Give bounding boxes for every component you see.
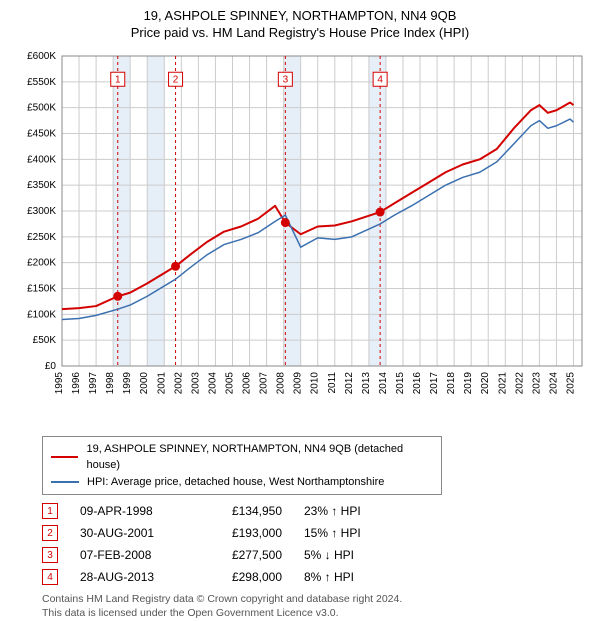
svg-text:2014: 2014 (378, 371, 389, 394)
event-date: 07-FEB-2008 (80, 548, 180, 562)
svg-text:£500K: £500K (27, 102, 56, 113)
svg-text:2000: 2000 (139, 371, 150, 394)
event-row: 2 30-AUG-2001 £193,000 15% ↑ HPI (42, 525, 588, 541)
svg-text:£400K: £400K (27, 154, 56, 165)
svg-text:2022: 2022 (514, 371, 525, 394)
event-delta: 8% ↑ HPI (304, 570, 414, 584)
event-row: 4 28-AUG-2013 £298,000 8% ↑ HPI (42, 569, 588, 585)
event-delta: 23% ↑ HPI (304, 504, 414, 518)
svg-text:£100K: £100K (27, 309, 56, 320)
price-chart: £0 £50K £100K £150K £200K £250K £300K £350K £400… (12, 46, 588, 426)
svg-text:£550K: £550K (27, 77, 56, 88)
svg-text:£150K: £150K (27, 283, 56, 294)
svg-text:2025: 2025 (565, 371, 576, 394)
svg-text:2009: 2009 (293, 371, 304, 394)
legend-label: HPI: Average price, detached house, West… (87, 474, 384, 491)
event-date: 09-APR-1998 (80, 504, 180, 518)
event-date: 28-AUG-2013 (80, 570, 180, 584)
svg-text:2012: 2012 (344, 371, 355, 394)
svg-text:2013: 2013 (361, 371, 372, 394)
title-line-2: Price paid vs. HM Land Registry's House … (12, 25, 588, 42)
chart-svg: £0 £50K £100K £150K £200K £250K £300K £350K £400… (12, 46, 588, 426)
svg-text:£300K: £300K (27, 206, 56, 217)
event-price: £134,950 (202, 504, 282, 518)
svg-text:£250K: £250K (27, 232, 56, 243)
svg-text:2005: 2005 (224, 371, 235, 394)
svg-text:2021: 2021 (497, 371, 508, 394)
svg-text:£600K: £600K (27, 51, 56, 62)
event-date: 30-AUG-2001 (80, 526, 180, 540)
svg-text:2019: 2019 (463, 371, 474, 394)
events-table: 1 09-APR-1998 £134,950 23% ↑ HPI 2 30-AUG-200… (42, 503, 588, 585)
chart-title: 19, ASHPOLE SPINNEY, NORTHAMPTON, NN4 9Q… (12, 8, 588, 42)
svg-text:2003: 2003 (190, 371, 201, 394)
svg-text:2007: 2007 (259, 371, 270, 394)
svg-text:£200K: £200K (27, 257, 56, 268)
footer-line-1: Contains HM Land Registry data © Crown c… (42, 593, 588, 607)
legend-item: HPI: Average price, detached house, West… (51, 474, 433, 491)
svg-text:3: 3 (283, 74, 289, 85)
event-index-badge: 1 (42, 503, 58, 519)
svg-text:2001: 2001 (156, 371, 167, 394)
svg-text:2006: 2006 (242, 371, 253, 394)
svg-text:2017: 2017 (429, 371, 440, 394)
svg-text:1997: 1997 (88, 371, 99, 394)
svg-text:2004: 2004 (207, 371, 218, 394)
svg-text:£50K: £50K (33, 335, 57, 346)
svg-text:2024: 2024 (548, 371, 559, 394)
legend: 19, ASHPOLE SPINNEY, NORTHAMPTON, NN4 9Q… (42, 436, 442, 496)
svg-text:2020: 2020 (480, 371, 491, 394)
svg-text:£450K: £450K (27, 128, 56, 139)
event-price: £277,500 (202, 548, 282, 562)
event-index-badge: 2 (42, 525, 58, 541)
event-index-badge: 3 (42, 547, 58, 563)
event-index-badge: 4 (42, 569, 58, 585)
footer: Contains HM Land Registry data © Crown c… (42, 593, 588, 620)
svg-text:4: 4 (377, 74, 383, 85)
legend-item: 19, ASHPOLE SPINNEY, NORTHAMPTON, NN4 9Q… (51, 441, 433, 474)
svg-text:1999: 1999 (122, 371, 133, 394)
svg-text:1: 1 (115, 74, 121, 85)
event-delta: 5% ↓ HPI (304, 548, 414, 562)
svg-text:£350K: £350K (27, 180, 56, 191)
svg-text:2010: 2010 (310, 371, 321, 394)
event-row: 1 09-APR-1998 £134,950 23% ↑ HPI (42, 503, 588, 519)
event-price: £298,000 (202, 570, 282, 584)
svg-text:1998: 1998 (105, 371, 116, 394)
svg-text:2015: 2015 (395, 371, 406, 394)
event-delta: 15% ↑ HPI (304, 526, 414, 540)
legend-label: 19, ASHPOLE SPINNEY, NORTHAMPTON, NN4 9Q… (86, 441, 433, 474)
svg-text:2011: 2011 (327, 371, 338, 393)
legend-swatch (51, 481, 79, 483)
footer-line-2: This data is licensed under the Open Gov… (42, 607, 588, 621)
event-price: £193,000 (202, 526, 282, 540)
svg-text:2018: 2018 (446, 371, 457, 394)
svg-text:2023: 2023 (531, 371, 542, 394)
svg-text:£0: £0 (45, 361, 57, 372)
svg-text:2016: 2016 (412, 371, 423, 394)
svg-text:2: 2 (173, 74, 179, 85)
legend-swatch (51, 456, 78, 458)
svg-text:2002: 2002 (173, 371, 184, 394)
event-row: 3 07-FEB-2008 £277,500 5% ↓ HPI (42, 547, 588, 563)
svg-text:1996: 1996 (71, 371, 82, 394)
svg-text:1995: 1995 (54, 371, 65, 394)
svg-text:2008: 2008 (276, 371, 287, 394)
title-line-1: 19, ASHPOLE SPINNEY, NORTHAMPTON, NN4 9Q… (12, 8, 588, 25)
